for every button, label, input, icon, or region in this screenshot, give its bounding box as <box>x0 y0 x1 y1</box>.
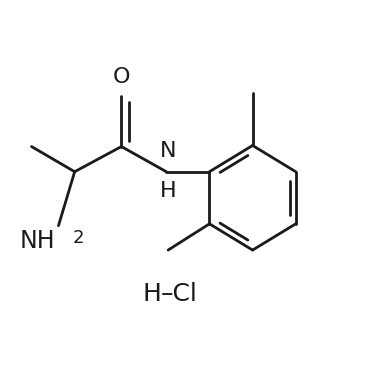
Text: NH: NH <box>19 229 55 253</box>
Text: H: H <box>142 282 161 306</box>
Text: N: N <box>160 141 176 161</box>
Text: H: H <box>160 181 176 201</box>
Text: O: O <box>113 67 130 87</box>
Text: 2: 2 <box>73 229 84 247</box>
Text: –Cl: –Cl <box>161 282 198 306</box>
